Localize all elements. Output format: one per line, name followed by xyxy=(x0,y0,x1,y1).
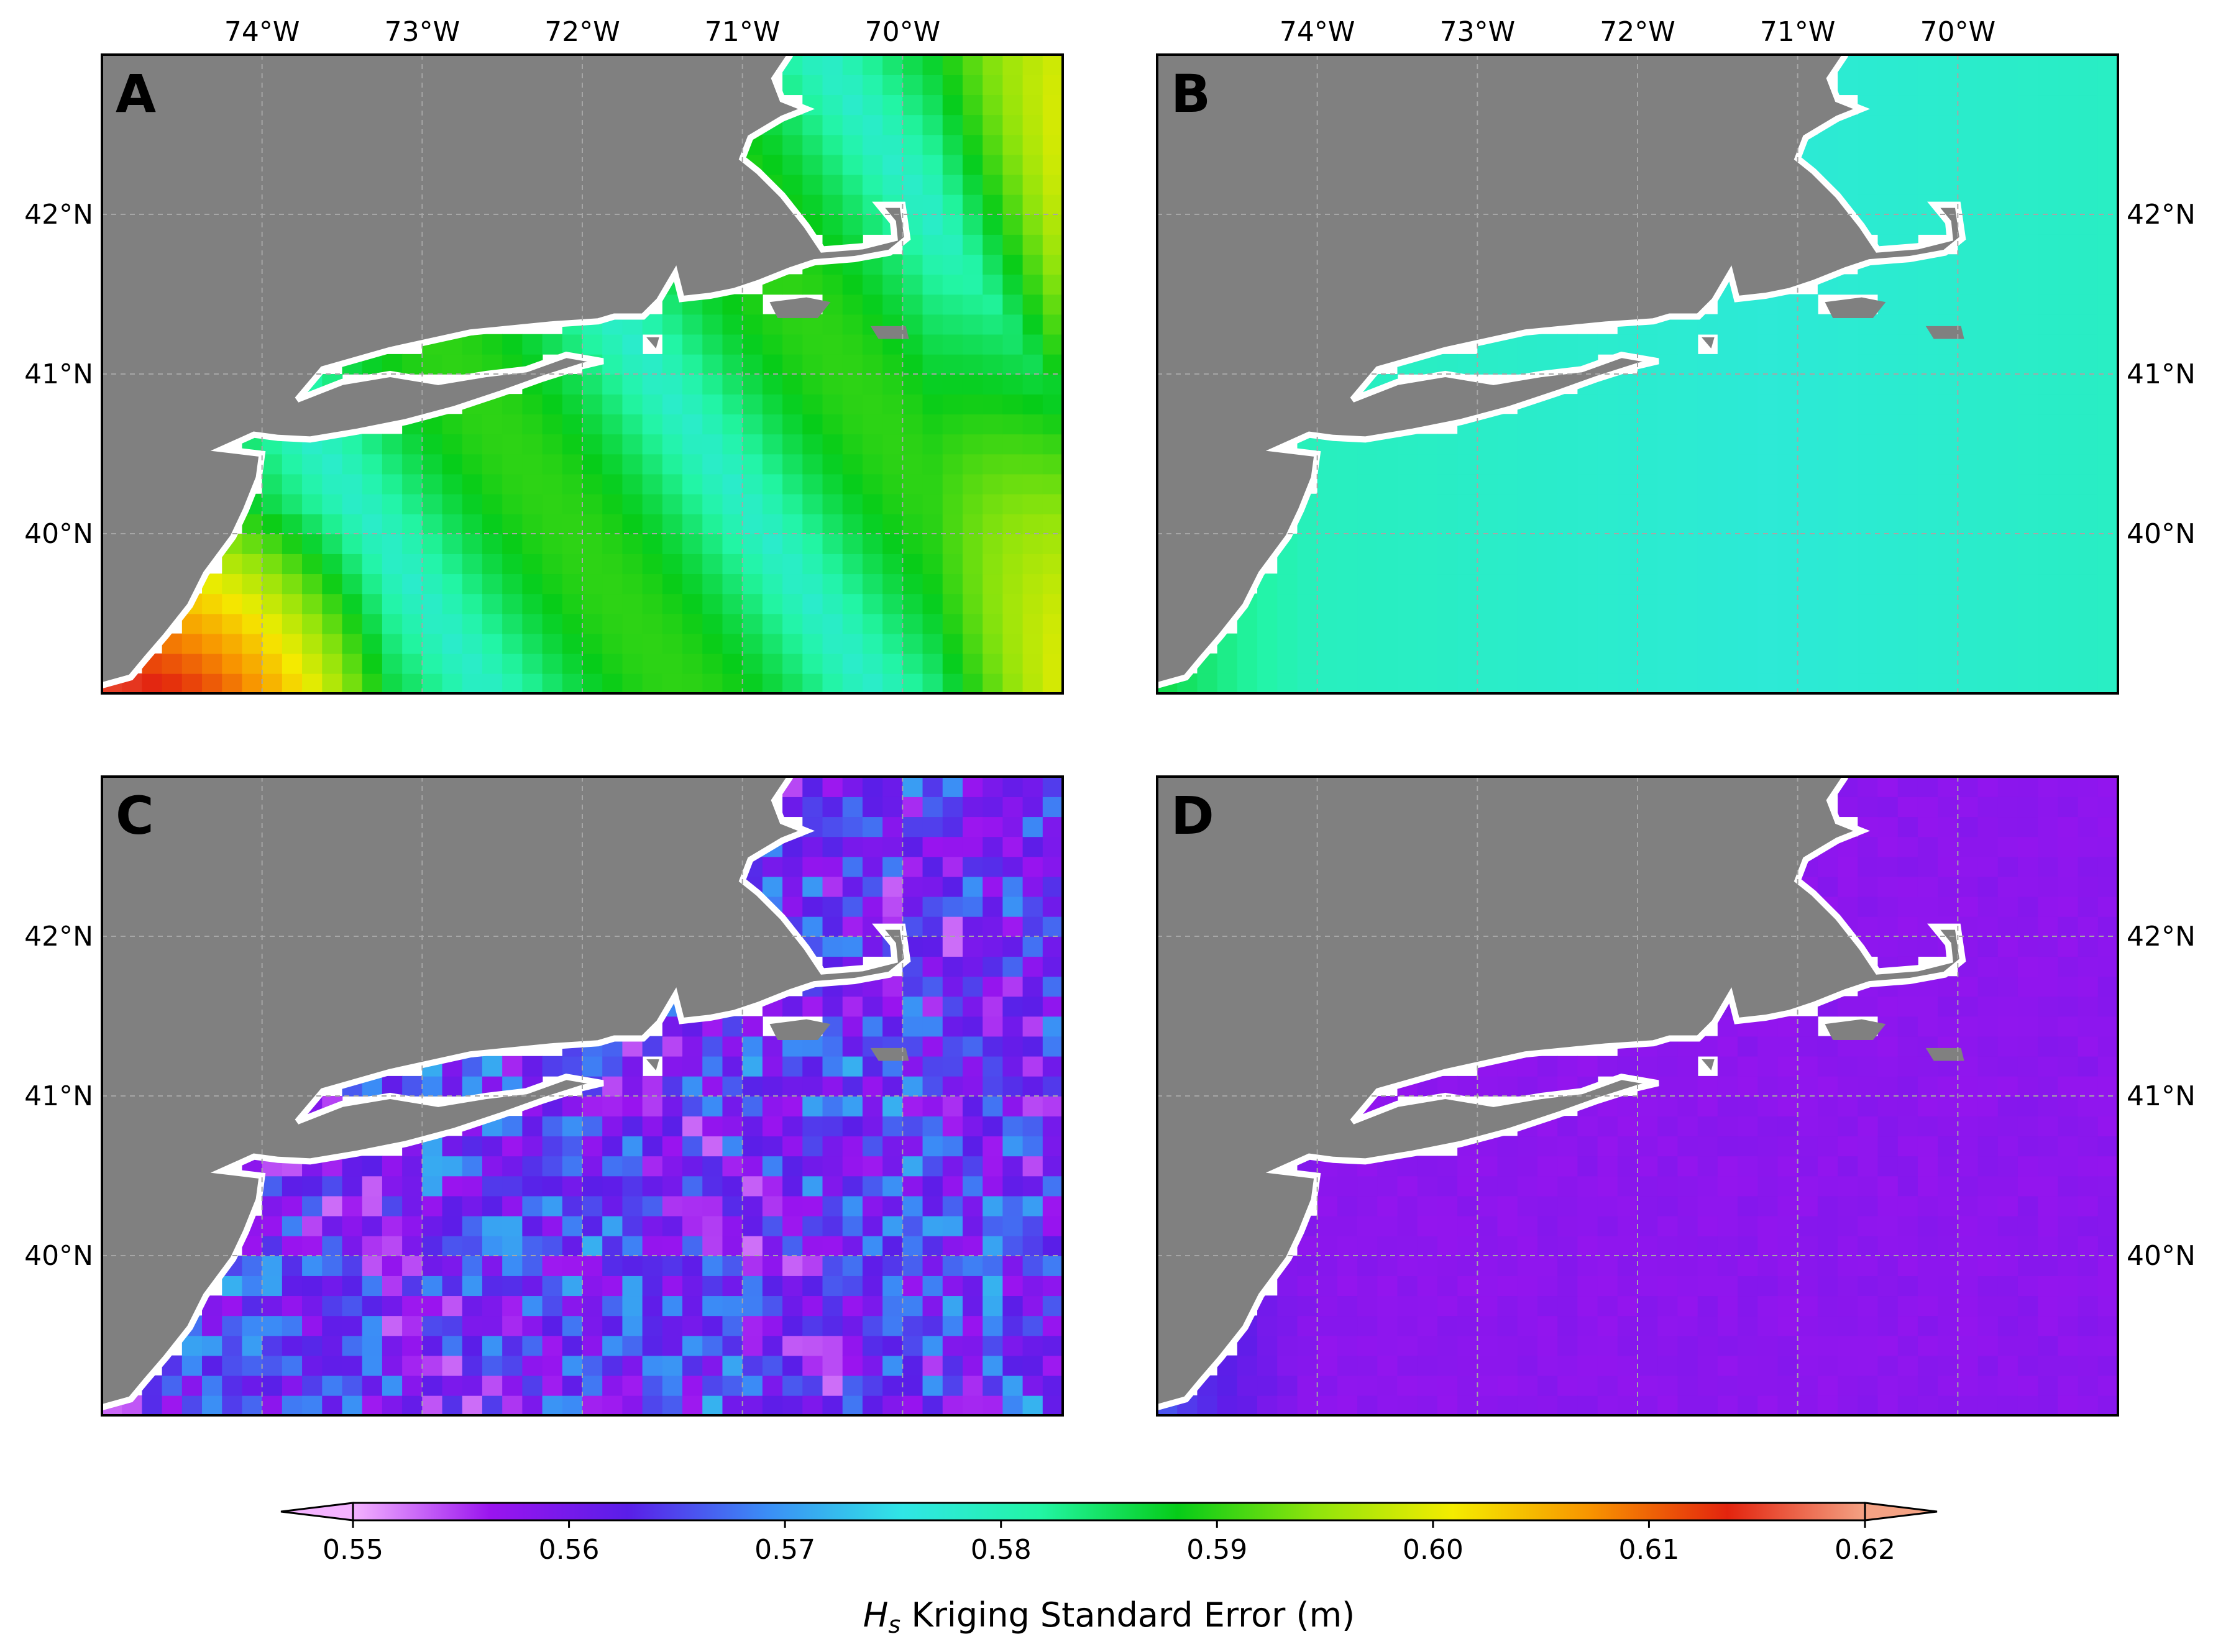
longitude-tick-label: 73°W xyxy=(1440,16,1516,48)
longitude-tick-label: 74°W xyxy=(1280,16,1355,48)
latitude-tick-label: 40°N xyxy=(2127,518,2196,550)
map-panel-c: C 42°N 41°N 40°N xyxy=(24,775,1064,1417)
gridlines xyxy=(102,55,1063,693)
colorbar-label: Hs Kriging Standard Error (m) xyxy=(863,1595,1355,1638)
colorbar: 0.55 0.56 0.57 0.58 0.59 0.60 0.61 0.62 Hs Krigi… xyxy=(280,1502,1938,1638)
error-field-cells xyxy=(1157,777,2118,1415)
colorbar-tick-label: 0.61 xyxy=(1618,1534,1679,1566)
latitude-tick-label: 40°N xyxy=(24,1240,93,1272)
island xyxy=(1702,1059,1715,1070)
panel-frame xyxy=(1156,775,2119,1417)
colorbar-tick-label: 0.55 xyxy=(323,1534,383,1566)
colorbar-extend-min xyxy=(280,1502,354,1522)
latitude-tick-label: 42°N xyxy=(2127,921,2196,952)
colorbar-tick-label: 0.62 xyxy=(1835,1534,1895,1566)
gridlines xyxy=(1157,777,2118,1415)
longitude-tick-label: 74°W xyxy=(224,16,300,48)
latitude-tick-label: 42°N xyxy=(24,199,93,230)
island xyxy=(769,1019,831,1040)
island xyxy=(1925,326,1964,339)
panel-letter: A xyxy=(116,63,156,124)
latitude-tick-label: 41°N xyxy=(2127,358,2196,390)
latitude-tick-label: 41°N xyxy=(2127,1080,2196,1112)
land-mass xyxy=(1157,777,1963,1408)
error-field-cells xyxy=(102,777,1063,1415)
error-field-cells xyxy=(1157,55,2118,693)
error-field-cells xyxy=(102,55,1063,693)
colorbar-tick-label: 0.58 xyxy=(971,1534,1032,1566)
panel-frame xyxy=(101,53,1064,695)
gridlines xyxy=(1157,55,2118,693)
colorbar-tick-label: 0.57 xyxy=(754,1534,815,1566)
colorbar-tick-label: 0.56 xyxy=(539,1534,600,1566)
latitude-tick-label: 42°N xyxy=(24,921,93,952)
coastline xyxy=(1157,55,1966,689)
island xyxy=(1825,297,1886,318)
longitude-tick-label: 71°W xyxy=(1760,16,1836,48)
latitude-tick-label: 41°N xyxy=(24,1080,93,1112)
map-panel-d: D 42°N 41°N 40°N xyxy=(1156,775,2196,1417)
colorbar-gradient xyxy=(352,1502,1866,1522)
gridlines xyxy=(102,777,1063,1415)
longitude-tick-label: 71°W xyxy=(705,16,781,48)
island xyxy=(870,326,909,339)
coastline xyxy=(1157,777,1966,1411)
map-panel-b: B 74°W 73°W 72°W 71°W 70°W 42°N 41°N 40°N xyxy=(1156,16,2196,695)
island xyxy=(769,297,831,318)
coastline xyxy=(102,777,911,1411)
colorbar-tick-label: 0.60 xyxy=(1403,1534,1464,1566)
longitude-tick-label: 72°W xyxy=(1600,16,1675,48)
panel-frame xyxy=(1156,53,2119,695)
panel-frame xyxy=(101,775,1064,1417)
latitude-tick-label: 40°N xyxy=(24,518,93,550)
island xyxy=(1825,1019,1886,1040)
land-mass xyxy=(1157,55,1963,686)
island xyxy=(646,1059,659,1070)
longitude-tick-label: 72°W xyxy=(544,16,620,48)
land-mass xyxy=(102,777,908,1408)
coastline xyxy=(102,55,911,689)
map-panel-a: A 74°W 73°W 72°W 71°W 70°W 42°N 41°N 40°N xyxy=(24,16,1064,695)
island xyxy=(646,337,659,349)
colorbar-extend-max xyxy=(1864,1502,1938,1522)
longitude-tick-label: 73°W xyxy=(385,16,460,48)
island xyxy=(1925,1047,1964,1061)
land-mass xyxy=(102,55,908,686)
island xyxy=(1702,337,1715,349)
latitude-tick-label: 42°N xyxy=(2127,199,2196,230)
colorbar-tick-label: 0.59 xyxy=(1186,1534,1247,1566)
panel-letter: B xyxy=(1171,63,1211,124)
longitude-tick-label: 70°W xyxy=(865,16,941,48)
latitude-tick-label: 41°N xyxy=(24,358,93,390)
longitude-tick-label: 70°W xyxy=(1920,16,1996,48)
panel-letter: C xyxy=(116,785,154,846)
island xyxy=(870,1047,909,1061)
latitude-tick-label: 40°N xyxy=(2127,1240,2196,1272)
panel-letter: D xyxy=(1171,785,1214,846)
